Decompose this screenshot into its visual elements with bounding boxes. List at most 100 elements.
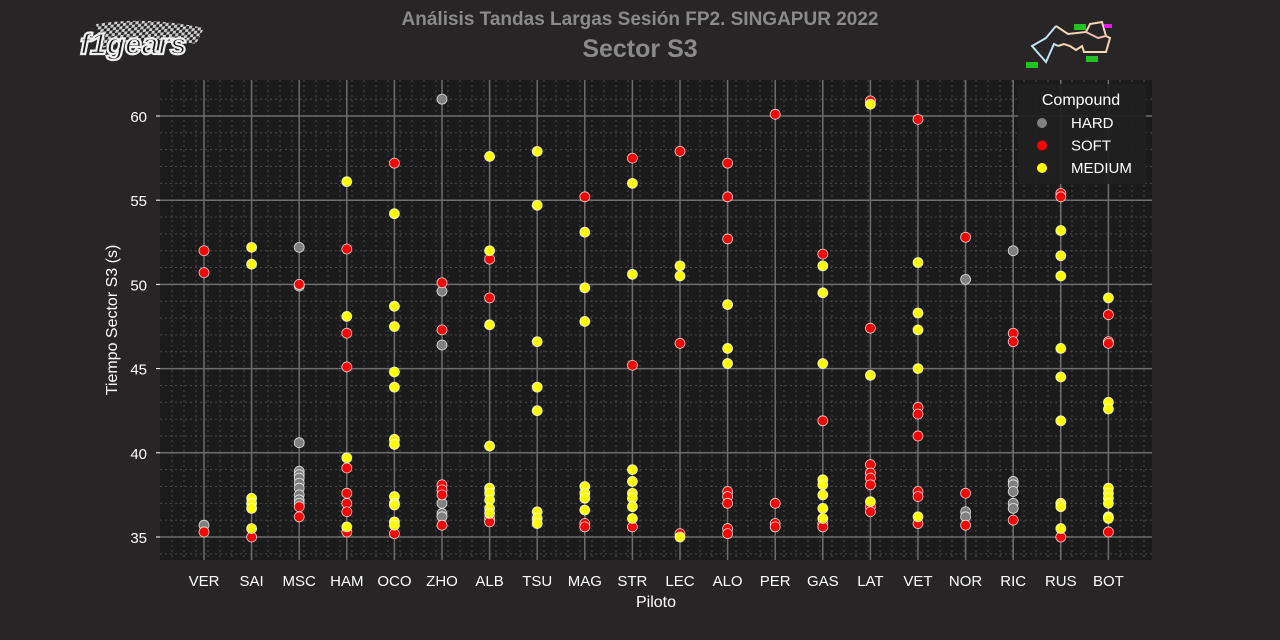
data-point: [388, 381, 400, 393]
x-tick-label: RUS: [1045, 573, 1077, 590]
data-point: [817, 415, 829, 427]
data-point: [341, 487, 353, 499]
data-point: [1055, 415, 1067, 427]
data-point: [198, 526, 210, 538]
data-point: [1103, 309, 1114, 321]
track-map: [1024, 16, 1124, 79]
data-point: [341, 310, 353, 322]
data-point: [388, 366, 400, 378]
data-point: [674, 145, 686, 157]
x-tick-label: SAI: [240, 573, 264, 590]
x-tick-label: STR: [617, 573, 647, 590]
x-tick-label: MSC: [283, 573, 317, 590]
legend-marker-icon: [1037, 118, 1047, 128]
data-point: [341, 243, 353, 255]
checkered-flag-icon: f1gears: [79, 20, 204, 62]
y-tick-label: 40: [130, 446, 147, 463]
data-point: [246, 241, 258, 253]
data-point: [484, 319, 496, 331]
data-point: [912, 511, 924, 523]
data-point: [484, 292, 496, 304]
data-point: [912, 363, 924, 375]
data-point: [531, 336, 543, 348]
data-point: [627, 513, 638, 524]
data-point: [865, 369, 876, 381]
x-tick-label: ZHO: [426, 573, 458, 590]
data-point: [246, 523, 258, 534]
data-point: [722, 299, 733, 311]
data-point: [1007, 486, 1019, 497]
data-point: [912, 324, 924, 336]
data-point: [865, 496, 876, 508]
data-point: [674, 260, 686, 272]
data-point: [627, 268, 638, 280]
data-point: [436, 324, 448, 336]
data-point: [341, 327, 353, 339]
data-point: [579, 282, 591, 294]
data-point: [627, 177, 638, 189]
data-point: [1055, 270, 1067, 282]
data-point: [817, 513, 829, 524]
data-point: [722, 358, 733, 369]
x-tick-label: VET: [903, 573, 932, 590]
data-point: [198, 267, 210, 279]
plot-area: [160, 80, 1152, 560]
data-point: [388, 321, 400, 332]
data-point: [436, 93, 448, 105]
data-point: [436, 277, 448, 289]
data-point: [960, 487, 971, 499]
x-tick-label: OCO: [377, 573, 411, 590]
data-point: [246, 258, 258, 270]
data-point: [388, 499, 400, 511]
data-point: [341, 506, 353, 518]
logo-text: f1gears: [80, 28, 187, 61]
data-point: [1103, 403, 1114, 415]
data-point: [531, 405, 543, 417]
data-point: [817, 287, 829, 299]
data-point: [341, 361, 353, 373]
x-tick-label: PER: [760, 573, 791, 590]
chart-subtitle: Sector S3: [582, 35, 698, 63]
data-point: [484, 508, 496, 519]
data-point: [817, 479, 829, 491]
data-point: [388, 300, 400, 312]
data-point: [674, 337, 686, 349]
data-point: [341, 452, 353, 464]
data-point: [531, 381, 543, 393]
data-point: [722, 191, 733, 203]
data-point: [388, 208, 400, 220]
data-point: [722, 342, 733, 354]
chart-title: Análisis Tandas Largas Sesión FP2. SINGA…: [401, 9, 879, 30]
data-point: [341, 176, 353, 188]
data-point: [1007, 245, 1019, 257]
data-point: [388, 157, 400, 169]
data-point: [1055, 342, 1067, 354]
data-point: [341, 462, 353, 474]
x-tick-label: LAT: [857, 573, 883, 590]
data-point: [627, 359, 638, 371]
data-point: [293, 241, 305, 253]
data-point: [865, 506, 876, 518]
legend-title: Compound: [1042, 92, 1120, 109]
x-tick-label: TSU: [522, 573, 552, 590]
data-point: [769, 521, 781, 533]
data-point: [674, 270, 686, 282]
data-point: [769, 108, 781, 120]
data-point: [1055, 225, 1067, 236]
data-point: [912, 307, 924, 319]
legend-item-label: MEDIUM: [1071, 160, 1132, 177]
data-point: [1103, 292, 1114, 304]
data-point: [960, 231, 971, 243]
x-tick-label: NOR: [949, 573, 983, 590]
data-point: [1103, 337, 1114, 349]
data-point: [912, 491, 924, 502]
data-point: [817, 489, 829, 501]
data-point: [865, 479, 876, 491]
data-point: [817, 502, 829, 514]
data-point: [579, 226, 591, 238]
data-point: [817, 248, 829, 260]
data-point: [579, 191, 591, 203]
data-point: [293, 501, 305, 513]
y-tick-label: 35: [130, 530, 147, 547]
data-point: [722, 233, 733, 245]
